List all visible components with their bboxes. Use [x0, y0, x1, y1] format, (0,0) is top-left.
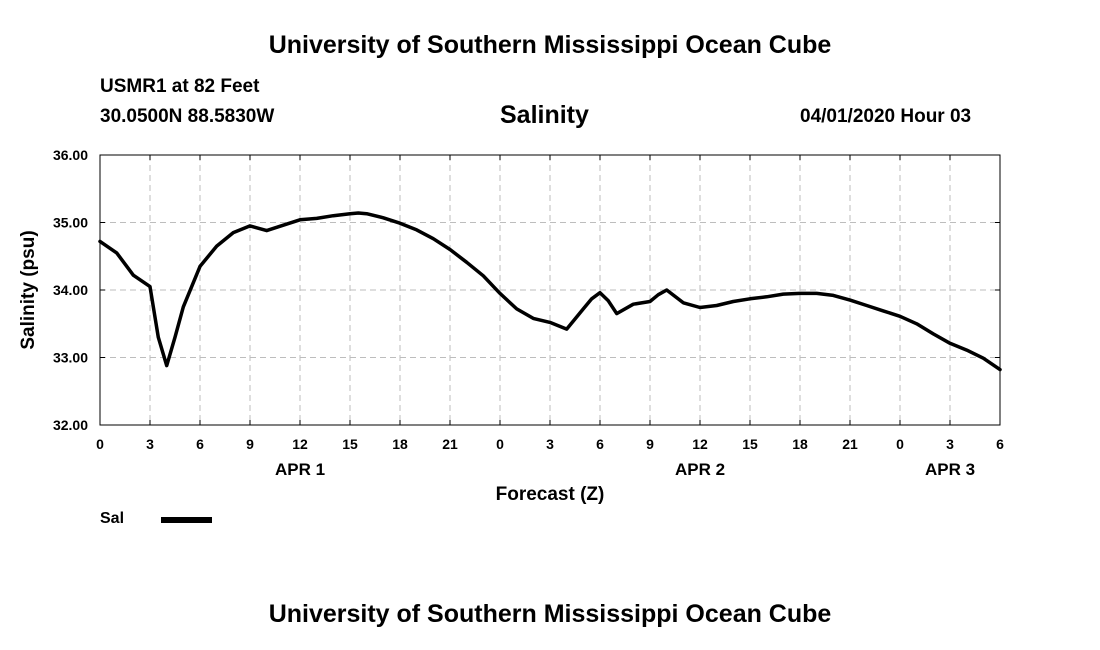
x-tick-label: 18 — [392, 436, 408, 452]
station-label: USMR1 at 82 Feet — [100, 76, 260, 97]
series-line-sal — [98, 211, 1002, 372]
y-tick-label: 32.00 — [53, 417, 88, 433]
x-tick-label: 21 — [842, 436, 858, 452]
plot-frame — [99, 154, 1001, 426]
x-tick-label: 6 — [996, 436, 1004, 452]
x-tick-label: 3 — [146, 436, 154, 452]
x-tick-label: 21 — [442, 436, 458, 452]
x-tick-label: 18 — [792, 436, 808, 452]
tick-labels: 0 3 6 9 12 15 18 21 0 3 6 9 12 15 18 21 0 3 6 32.00 33.00 34.… — [53, 147, 1004, 479]
y-axis-title: Salinity (psu) — [18, 230, 39, 349]
y-tick-label: 34.00 — [53, 282, 88, 298]
station-coordinates: 30.0500N 88.5830W — [100, 106, 275, 127]
grid-lines — [100, 155, 1000, 425]
x-tick-label: 12 — [692, 436, 708, 452]
y-tick-label: 36.00 — [53, 147, 88, 163]
x-tick-label: 15 — [742, 436, 758, 452]
day-label: APR 2 — [675, 460, 725, 479]
x-tick-label: 15 — [342, 436, 358, 452]
x-tick-label: 9 — [246, 436, 254, 452]
series-layer — [98, 211, 1002, 372]
x-tick-label: 0 — [896, 436, 904, 452]
x-tick-label: 6 — [596, 436, 604, 452]
variable-title: Salinity — [500, 101, 589, 129]
x-tick-label: 12 — [292, 436, 308, 452]
day-label: APR 1 — [275, 460, 325, 479]
x-tick-label: 6 — [196, 436, 204, 452]
chart-title-bottom: University of Southern Mississippi Ocean… — [268, 600, 832, 628]
y-tick-label: 33.00 — [53, 350, 88, 366]
x-tick-label: 3 — [546, 436, 554, 452]
legend-line-swatch — [161, 517, 212, 523]
forecast-datetime: 04/01/2020 Hour 03 — [800, 106, 972, 127]
x-tick-label: 0 — [496, 436, 504, 452]
x-tick-label: 9 — [646, 436, 654, 452]
x-axis-title: Forecast (Z) — [496, 484, 605, 505]
legend-label: Sal — [100, 510, 125, 527]
x-tick-label: 0 — [96, 436, 104, 452]
y-tick-label: 35.00 — [53, 215, 88, 231]
chart-title-top: University of Southern Mississippi Ocean… — [268, 31, 832, 59]
day-label: APR 3 — [925, 460, 975, 479]
x-tick-label: 3 — [946, 436, 954, 452]
